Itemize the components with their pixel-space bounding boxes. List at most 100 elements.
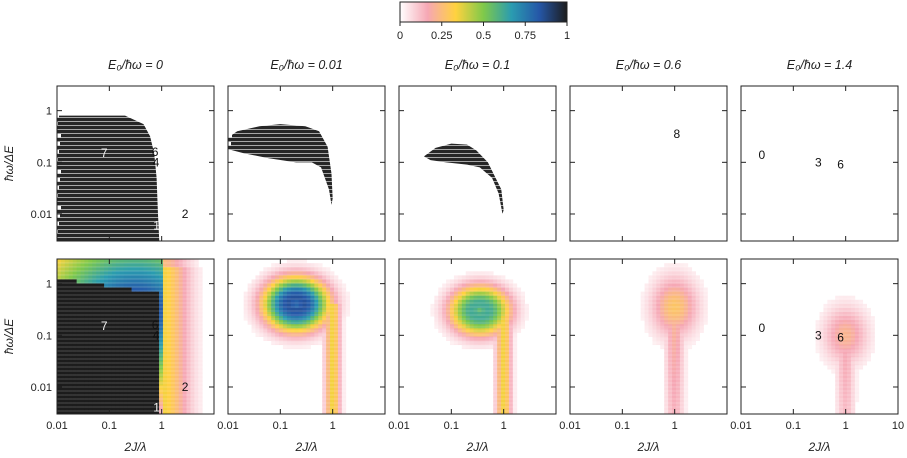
heat-cell — [290, 291, 296, 297]
heat-cell — [442, 291, 447, 297]
heat-cell — [100, 397, 105, 403]
heat-cell — [679, 373, 685, 378]
heat-cell — [438, 328, 443, 333]
heat-cell — [497, 328, 502, 333]
heat-cell — [699, 316, 704, 321]
heat-cell — [92, 328, 97, 333]
heat-cell — [76, 393, 81, 399]
heat-cell — [664, 267, 669, 272]
heat-cell — [306, 279, 311, 284]
heat-cell — [501, 340, 506, 346]
heat-cell — [461, 275, 467, 280]
heat-cell — [182, 397, 187, 403]
heat-cell — [131, 263, 136, 268]
heat-cell — [159, 279, 164, 284]
heat-cell — [831, 303, 836, 309]
heat-cell — [123, 275, 129, 280]
heat-cell — [100, 324, 105, 329]
heat-cell — [504, 320, 510, 325]
heat-cell — [131, 397, 136, 403]
heat-cell — [675, 275, 681, 280]
heat-cell — [664, 283, 669, 288]
heat-cell — [119, 405, 125, 411]
heat-cell — [275, 336, 280, 341]
heat-cell — [182, 381, 187, 386]
heat-cell — [275, 263, 280, 268]
heat-cell — [151, 299, 156, 305]
heat-cell — [644, 291, 649, 297]
heat-cell — [96, 336, 101, 341]
heat-cell — [57, 303, 62, 309]
heat-cell — [493, 303, 498, 309]
heat-cell — [263, 336, 268, 341]
heat-cell — [178, 405, 184, 411]
heat-cell — [115, 263, 121, 268]
heat-cell — [155, 307, 160, 313]
heat-cell — [501, 401, 506, 407]
heat-cell — [170, 389, 176, 395]
heat-cell — [473, 279, 478, 284]
heat-cell — [679, 332, 685, 337]
heat-cell — [111, 377, 117, 382]
heat-cell — [640, 299, 645, 305]
heat-cell — [127, 369, 132, 374]
heat-cell — [322, 393, 327, 399]
heat-cell — [190, 271, 195, 276]
heat-cell — [96, 271, 101, 276]
heat-cell — [481, 340, 486, 346]
heat-cell — [493, 299, 498, 305]
heat-cell — [862, 360, 867, 366]
heat-cell — [854, 381, 860, 386]
heat-cell — [194, 263, 199, 268]
heat-cell — [135, 291, 140, 297]
heat-cell — [668, 397, 673, 403]
heat-cell — [115, 393, 121, 399]
heat-cell — [119, 316, 125, 321]
heat-cell — [155, 401, 160, 407]
heat-cell — [72, 287, 78, 293]
heat-cell — [314, 324, 319, 329]
heat-cell — [835, 299, 840, 305]
heat-cell — [143, 401, 148, 407]
heat-cell — [672, 267, 677, 272]
heat-cell — [123, 312, 129, 317]
heat-cell — [465, 336, 471, 341]
heat-cell — [174, 397, 180, 403]
y-tick-label: 1 — [46, 106, 52, 118]
heat-cell — [57, 360, 62, 366]
heat-cell — [322, 267, 327, 272]
heat-cell — [453, 291, 459, 297]
heat-cell — [259, 320, 264, 325]
heat-cell — [123, 307, 129, 313]
heat-cell — [652, 332, 657, 337]
heat-cell — [679, 267, 685, 272]
heat-cell — [92, 393, 97, 399]
heat-cell — [76, 279, 81, 284]
heat-cell — [151, 275, 156, 280]
heat-cell — [96, 320, 101, 325]
heat-cell — [512, 377, 518, 382]
heat-cell — [675, 340, 681, 346]
heat-cell — [640, 295, 645, 301]
heat-cell — [862, 324, 867, 329]
heat-cell — [675, 324, 681, 329]
heat-cell — [282, 283, 288, 288]
heat-cell — [259, 303, 264, 309]
heat-cell — [186, 381, 191, 386]
heat-cell — [477, 299, 482, 305]
heat-cell — [473, 324, 478, 329]
heat-cell — [60, 320, 66, 325]
heat-cell — [115, 405, 121, 411]
x-tick-label: 0.01 — [46, 420, 67, 432]
heat-cell — [72, 340, 78, 346]
heat-cell — [166, 369, 172, 374]
heat-cell — [127, 389, 132, 395]
heat-cell — [139, 369, 144, 374]
heat-cell — [461, 283, 467, 288]
heat-cell — [119, 291, 125, 297]
panel-top — [398, 85, 557, 242]
heat-cell — [162, 324, 168, 329]
heat-cell — [282, 287, 288, 293]
heat-cell — [96, 307, 101, 313]
heat-cell — [198, 401, 203, 407]
